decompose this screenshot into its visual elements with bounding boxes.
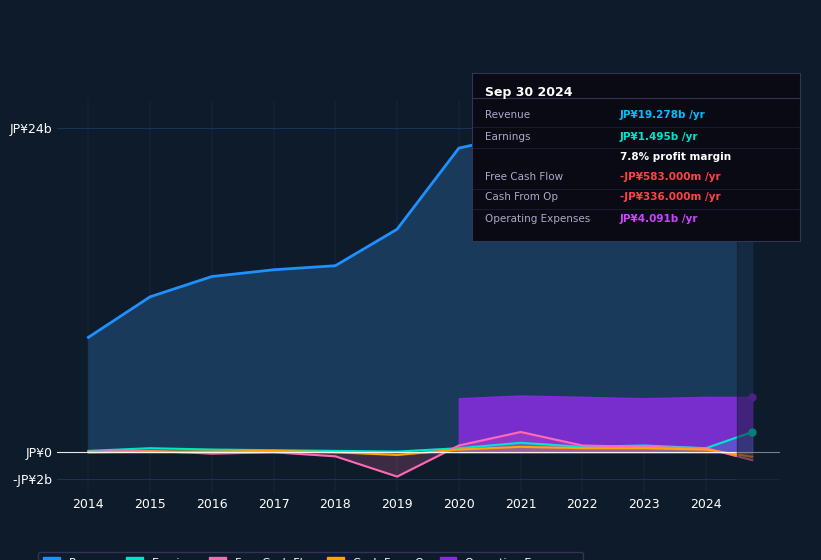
Bar bbox=[736, 101, 780, 493]
Text: Revenue: Revenue bbox=[485, 110, 530, 120]
Text: Free Cash Flow: Free Cash Flow bbox=[485, 172, 563, 182]
Text: Cash From Op: Cash From Op bbox=[485, 192, 558, 202]
Text: JP¥4.091b /yr: JP¥4.091b /yr bbox=[620, 214, 699, 224]
Text: -JP¥583.000m /yr: -JP¥583.000m /yr bbox=[620, 172, 721, 182]
Text: -JP¥336.000m /yr: -JP¥336.000m /yr bbox=[620, 192, 721, 202]
Text: Operating Expenses: Operating Expenses bbox=[485, 214, 590, 224]
Text: JP¥1.495b /yr: JP¥1.495b /yr bbox=[620, 132, 699, 142]
Legend: Revenue, Earnings, Free Cash Flow, Cash From Op, Operating Expenses: Revenue, Earnings, Free Cash Flow, Cash … bbox=[38, 552, 583, 560]
Text: Sep 30 2024: Sep 30 2024 bbox=[485, 86, 573, 99]
Text: 7.8% profit margin: 7.8% profit margin bbox=[620, 152, 731, 162]
Text: Earnings: Earnings bbox=[485, 132, 530, 142]
Text: JP¥19.278b /yr: JP¥19.278b /yr bbox=[620, 110, 705, 120]
